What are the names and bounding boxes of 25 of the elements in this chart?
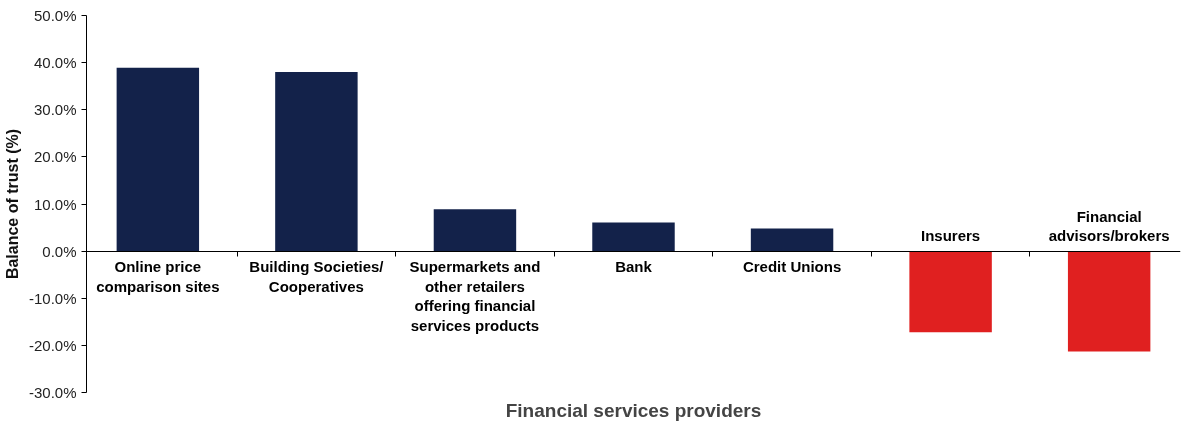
y-tick-label: 30.0%: [33, 101, 77, 119]
y-tick-label: 10.0%: [33, 195, 77, 213]
y-tick-label: -10.0%: [28, 289, 77, 307]
bar: [1067, 251, 1151, 352]
x-tick-label: Credit Unions: [742, 258, 842, 276]
bar: [592, 222, 675, 252]
x-tick-label: Building Societies/ Cooperatives: [249, 258, 385, 295]
bar: [433, 209, 517, 252]
y-tick-label: -20.0%: [28, 336, 77, 354]
x-tick-label: Bank: [615, 258, 653, 276]
bar: [116, 67, 200, 252]
x-tick-label: Supermarkets and other retailers offering financial services products: [409, 258, 541, 334]
x-tick-label: Insurers: [921, 227, 981, 245]
y-tick-label: -30.0%: [28, 384, 77, 401]
y-tick-label: 40.0%: [33, 54, 77, 72]
y-tick-label: 50.0%: [33, 7, 77, 24]
y-tick-label: 20.0%: [33, 148, 77, 166]
x-axis-title: Financial services providers: [505, 399, 762, 421]
bar: [275, 72, 358, 252]
bar: [750, 228, 834, 252]
bar: [909, 251, 992, 333]
y-tick-label: 0.0%: [42, 242, 77, 260]
x-tick-label: Online price comparison sites: [96, 258, 220, 295]
y-axis-title: Balance of trust (%): [3, 128, 21, 280]
x-tick-label: Financial advisors/brokers: [1048, 207, 1170, 245]
